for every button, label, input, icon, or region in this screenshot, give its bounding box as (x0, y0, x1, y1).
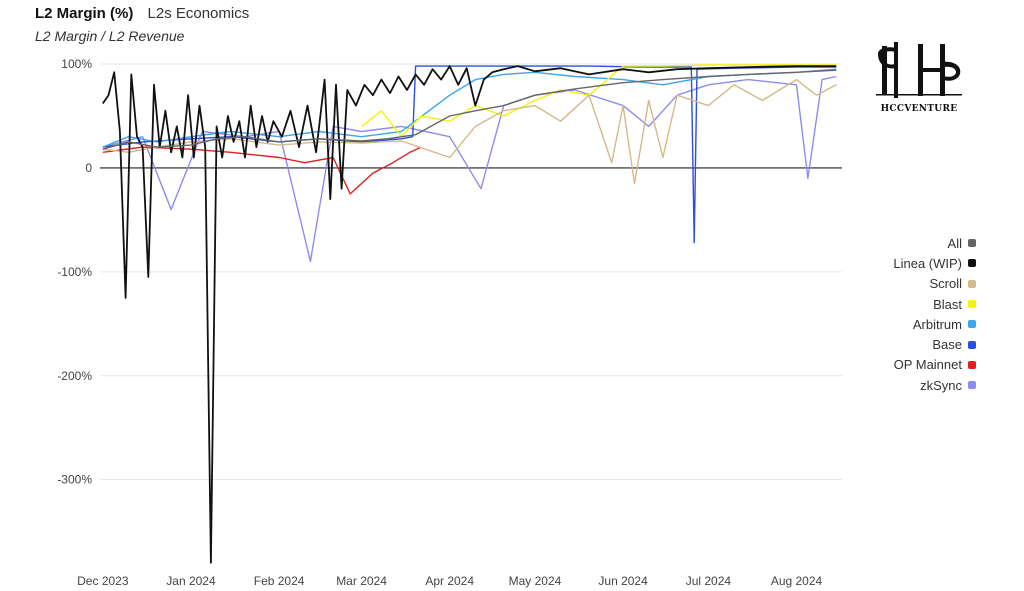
logo-mark (876, 42, 962, 98)
legend-label: Base (932, 337, 962, 353)
legend-item[interactable]: Arbitrum (893, 314, 976, 334)
legend-swatch (968, 279, 976, 288)
legend-swatch (968, 239, 976, 248)
legend-swatch (968, 300, 976, 309)
logo-text: HCCVENTURE (881, 104, 958, 114)
x-tick-label: Feb 2024 (254, 574, 305, 588)
legend-label: OP Mainnet (893, 357, 962, 373)
section-name: L2s Economics (147, 5, 250, 22)
legend-label: Blast (933, 296, 962, 312)
y-tick-label: 0 (85, 161, 92, 175)
legend-swatch (968, 259, 976, 268)
y-tick-label: -200% (57, 369, 92, 383)
x-tick-label: Apr 2024 (425, 574, 474, 588)
chart-header: L2 Margin (%) L2s Economics L2 Margin / … (35, 4, 249, 46)
chart-title: L2 Margin (%) (35, 5, 134, 22)
chart-legend: All Linea (WIP) Scroll Blast Arbitrum Base OP … (893, 233, 976, 395)
legend-item[interactable]: OP Mainnet (893, 355, 976, 375)
x-tick-label: May 2024 (509, 574, 562, 588)
legend-label: Linea (WIP) (893, 255, 962, 271)
legend-swatch (968, 381, 976, 390)
legend-label: All (947, 235, 962, 251)
legend-swatch (968, 360, 976, 369)
legend-swatch (968, 340, 976, 349)
series-line-blast (361, 64, 837, 138)
y-tick-label: -300% (57, 473, 92, 487)
x-tick-label: Jan 2024 (166, 574, 216, 588)
legend-item[interactable]: All (893, 233, 976, 253)
series-line-arbitrum (102, 68, 837, 148)
series-line-zksync (102, 75, 837, 263)
chart-subtitle: L2 Margin / L2 Revenue (35, 28, 185, 44)
legend-item[interactable]: Base (893, 334, 976, 354)
series-line-all (102, 69, 837, 150)
series-line-linea-wip (102, 65, 837, 564)
x-tick-label: Dec 2023 (77, 574, 129, 588)
legend-label: Arbitrum (912, 316, 962, 332)
x-tick-label: Jul 2024 (686, 574, 732, 588)
legend-item[interactable]: Blast (893, 294, 976, 314)
series-line-base (102, 65, 837, 244)
legend-swatch (968, 320, 976, 329)
legend-item[interactable]: Scroll (893, 274, 976, 294)
title-row: L2 Margin (%) L2s Economics (35, 4, 249, 24)
x-tick-label: Aug 2024 (771, 574, 823, 588)
legend-label: zkSync (920, 377, 962, 393)
y-tick-label: 100% (61, 57, 92, 71)
legend-item[interactable]: Linea (WIP) (893, 253, 976, 273)
legend-item[interactable]: zkSync (893, 375, 976, 395)
x-tick-label: Jun 2024 (598, 574, 648, 588)
hccventure-logo: HCCVENTURE (876, 42, 962, 114)
y-tick-label: -100% (57, 265, 92, 279)
x-tick-label: Mar 2024 (336, 574, 387, 588)
legend-label: Scroll (929, 276, 962, 292)
